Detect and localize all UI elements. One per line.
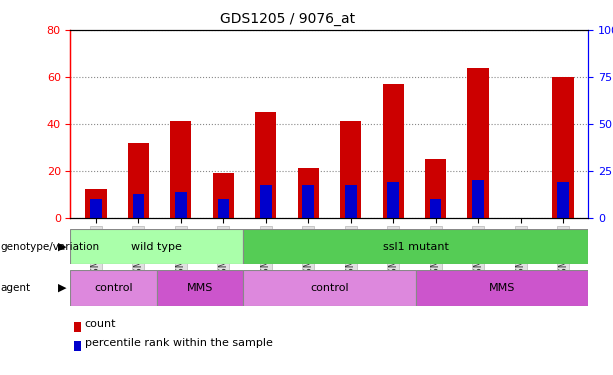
Bar bbox=[430, 199, 441, 217]
Bar bbox=[243, 229, 588, 264]
Bar bbox=[416, 270, 588, 306]
Bar bbox=[85, 189, 107, 217]
Bar bbox=[340, 122, 361, 218]
Text: MMS: MMS bbox=[489, 283, 516, 293]
Bar bbox=[345, 185, 357, 218]
Bar bbox=[170, 122, 191, 218]
Bar bbox=[218, 199, 229, 217]
Bar bbox=[302, 185, 314, 218]
Bar bbox=[468, 68, 489, 218]
Bar bbox=[557, 182, 569, 218]
Bar bbox=[383, 84, 404, 218]
Text: genotype/variation: genotype/variation bbox=[1, 242, 100, 252]
Text: control: control bbox=[310, 283, 349, 293]
Bar bbox=[175, 192, 187, 217]
Bar bbox=[387, 182, 399, 218]
Bar bbox=[425, 159, 446, 218]
Bar bbox=[552, 77, 574, 218]
Text: control: control bbox=[94, 283, 133, 293]
Text: percentile rank within the sample: percentile rank within the sample bbox=[85, 338, 272, 348]
Text: ssl1 mutant: ssl1 mutant bbox=[383, 242, 449, 252]
Bar bbox=[260, 185, 272, 218]
Bar bbox=[132, 194, 144, 217]
Text: agent: agent bbox=[1, 283, 31, 293]
Text: ▶: ▶ bbox=[58, 283, 66, 293]
Bar bbox=[70, 270, 157, 306]
Bar bbox=[255, 112, 276, 218]
Bar bbox=[298, 168, 319, 217]
Text: ▶: ▶ bbox=[58, 242, 66, 252]
Bar bbox=[243, 270, 416, 306]
Text: wild type: wild type bbox=[131, 242, 182, 252]
Bar bbox=[472, 180, 484, 218]
Bar bbox=[70, 229, 243, 264]
Bar bbox=[128, 142, 149, 218]
Title: GDS1205 / 9076_at: GDS1205 / 9076_at bbox=[221, 12, 356, 26]
Text: MMS: MMS bbox=[187, 283, 213, 293]
Text: count: count bbox=[85, 320, 116, 329]
Bar bbox=[213, 173, 234, 217]
Bar bbox=[90, 199, 102, 217]
Bar bbox=[157, 270, 243, 306]
